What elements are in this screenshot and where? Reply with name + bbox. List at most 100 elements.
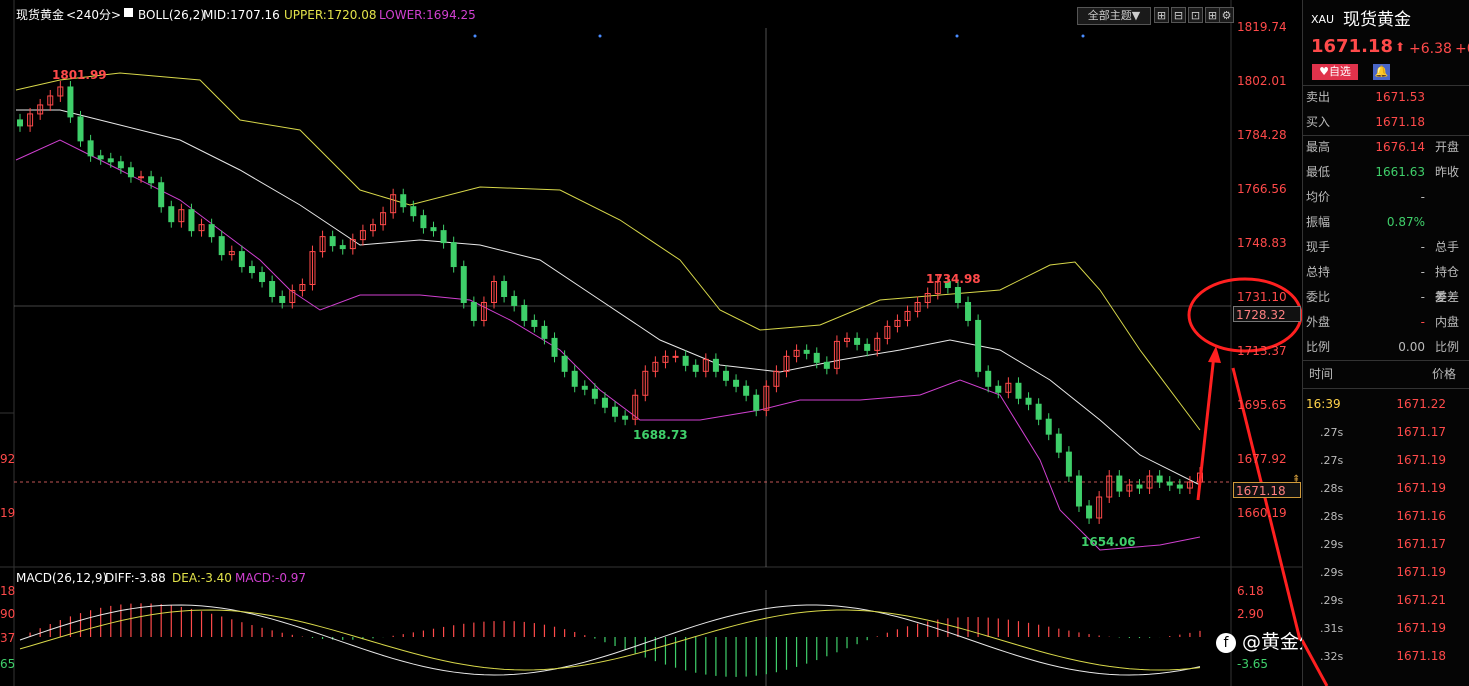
candle-body — [642, 370, 649, 396]
candle-body — [833, 340, 840, 369]
quote-row: 外盘 - 内盘 — [1303, 310, 1469, 335]
candle-body — [27, 113, 34, 127]
candle-body — [299, 284, 306, 292]
period-label[interactable]: <240分> — [66, 8, 122, 22]
alert-bell-button[interactable]: 🔔 — [1373, 64, 1390, 80]
quote-row-value: 1661.63 — [1375, 165, 1425, 179]
annotation-low-1: 1688.73 — [633, 428, 688, 442]
event-marker — [1081, 34, 1085, 38]
theme-dropdown-button[interactable]: 全部主题▼ — [1077, 7, 1151, 25]
event-marker — [473, 34, 477, 38]
quote-row-value: 1676.14 — [1375, 140, 1425, 154]
quote-row-label: 最低 — [1306, 165, 1331, 179]
candle-body — [1055, 433, 1062, 453]
macd-left-axis-4: 65 — [0, 657, 16, 671]
candle-body — [682, 355, 689, 366]
add-favorite-label: 自选 — [1328, 65, 1351, 78]
candle-body — [259, 272, 266, 283]
heart-icon: ♥ — [1319, 65, 1329, 78]
quote-row: 均价 - — [1303, 185, 1469, 210]
candle-body — [924, 293, 931, 303]
candle-body — [1186, 481, 1193, 489]
quote-row: 最高 1676.14 开盘 — [1303, 135, 1469, 160]
price-up-icon: ⬆ — [1395, 40, 1406, 54]
window-layout-icon[interactable]: ⊡ — [1188, 7, 1203, 23]
tick-price: 1671.17 — [1396, 425, 1446, 439]
price-axis-label: 1677.92 — [1237, 452, 1287, 466]
tick-time: .29s — [1320, 538, 1344, 551]
quote-row: 现手 - 总手 — [1303, 235, 1469, 260]
macd-dea-value: DEA:-3.40 — [172, 571, 232, 585]
candle-body — [541, 325, 548, 339]
indicator-settings-icon[interactable] — [124, 8, 133, 17]
boll-upper-line — [15, 72, 1201, 431]
add-favorite-button[interactable]: ♥自选 — [1312, 64, 1358, 80]
candle-body — [470, 301, 477, 321]
candle-body — [17, 119, 23, 127]
quote-row-value: - — [1420, 315, 1425, 329]
candle-body — [844, 337, 851, 342]
quote-row-label: 总持 — [1306, 265, 1331, 279]
candle-body — [1075, 475, 1082, 507]
chart-canvas[interactable] — [0, 0, 1302, 686]
quote-code: XAU — [1311, 13, 1335, 26]
candle-body — [400, 194, 407, 208]
quote-row-right-label: 总手 — [1435, 240, 1460, 254]
candle-body — [511, 295, 518, 306]
macd-left-axis-1: 18 — [0, 584, 16, 598]
macd-axis-2: 2.90 — [1237, 607, 1264, 621]
split-layout-icon[interactable]: ⊟ — [1171, 7, 1186, 23]
candle-body — [1166, 481, 1173, 486]
candle-body — [934, 281, 941, 294]
boll-label: BOLL(26,2) — [138, 8, 205, 22]
candle-body — [198, 224, 205, 232]
tick-price: 1671.18 — [1396, 649, 1446, 663]
quote-row-value: 1671.53 — [1375, 90, 1425, 104]
candle-body — [269, 281, 276, 297]
candle-body — [763, 385, 770, 411]
candle-body — [248, 266, 255, 274]
price-axis-label: 1784.28 — [1237, 128, 1287, 142]
candle-body — [813, 352, 820, 363]
candle-body — [380, 212, 387, 226]
price-axis-label: 1819.74 — [1237, 20, 1287, 34]
candle-body — [47, 95, 54, 106]
candle-body — [561, 355, 568, 372]
annotation-high-2: 1734.98 — [926, 272, 981, 286]
candle-body — [369, 224, 376, 232]
quote-row-right-label: 委差 — [1435, 290, 1460, 304]
price-axis-label: 1748.83 — [1237, 236, 1287, 250]
candle-body — [722, 370, 729, 381]
candle-body — [97, 155, 104, 160]
candle-body — [743, 385, 750, 396]
multi-layout-icon[interactable]: ⊞ — [1205, 7, 1220, 23]
quote-row-label: 现手 — [1306, 240, 1331, 254]
quote-row-value: - — [1420, 190, 1425, 204]
tick-row: .32s 1671.18 — [1303, 644, 1469, 669]
macd-diff-line — [19, 604, 1201, 676]
event-marker — [955, 34, 959, 38]
candle-body — [884, 325, 891, 339]
left-axis-label-2: 19 — [0, 506, 16, 520]
candle-body — [1146, 475, 1153, 489]
settings-icon[interactable]: ⚙ — [1219, 7, 1234, 23]
tick-time: .29s — [1320, 566, 1344, 579]
candle-body — [914, 301, 921, 312]
annotation-arrow-up — [1196, 354, 1216, 501]
tick-row: .28s 1671.16 — [1303, 504, 1469, 529]
candle-body — [733, 379, 740, 387]
quote-row: 买入 1671.18 — [1303, 110, 1469, 135]
kline-chart-panel[interactable]: 现货黄金 <240分> BOLL(26,2) MID:1707.16 UPPER… — [0, 0, 1403, 686]
candle-body — [349, 239, 356, 250]
crosshair-price-tag: 1728.32 — [1233, 306, 1301, 322]
bell-icon: 🔔 — [1374, 65, 1389, 78]
grid-layout-icon[interactable]: ⊞ — [1154, 7, 1169, 23]
candle-body — [1086, 505, 1093, 519]
candle-body — [521, 304, 528, 321]
candle-body — [612, 406, 619, 417]
candle-body — [491, 281, 498, 303]
candle-body — [904, 310, 911, 321]
candle-body — [773, 370, 780, 387]
tick-time: 16:39 — [1306, 397, 1341, 411]
boll-lower-value: LOWER:1694.25 — [379, 8, 476, 22]
